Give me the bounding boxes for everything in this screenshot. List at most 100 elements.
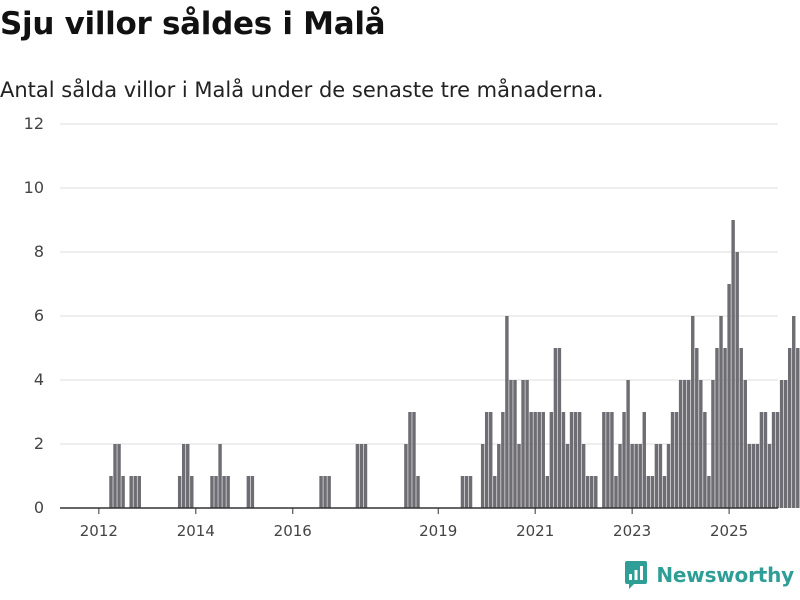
bar [638, 444, 642, 508]
bar [484, 412, 489, 508]
y-tick-label: 8 [34, 242, 44, 261]
x-tick-label: 2016 [274, 522, 312, 540]
bar [646, 476, 651, 508]
bar [501, 412, 505, 508]
bar [545, 476, 550, 508]
bar [779, 380, 784, 508]
bar [541, 412, 545, 508]
bar [626, 380, 630, 508]
bar [634, 444, 638, 508]
bar [590, 476, 594, 508]
bar [359, 444, 364, 508]
bar [707, 476, 711, 508]
y-tick-label: 2 [34, 434, 44, 453]
y-tick-label: 0 [34, 498, 44, 517]
bar [775, 412, 780, 508]
bar [763, 412, 768, 508]
bar [214, 476, 218, 508]
bar [743, 380, 747, 508]
bar [606, 412, 610, 508]
bar [497, 444, 501, 508]
bar [585, 476, 590, 508]
bar [686, 380, 691, 508]
bar [480, 444, 485, 508]
x-tick-label: 2019 [419, 522, 457, 540]
bar [412, 412, 416, 508]
bar [796, 348, 800, 508]
bar [416, 476, 420, 508]
bar [113, 444, 117, 508]
bar [137, 476, 141, 508]
bar [739, 348, 743, 508]
bar [622, 412, 626, 508]
bar [759, 412, 764, 508]
newsworthy-logo-icon [625, 561, 648, 589]
bar [537, 412, 541, 508]
bar [581, 444, 586, 508]
bar [610, 412, 614, 508]
bar [691, 316, 695, 508]
bar [246, 476, 251, 508]
bar [727, 284, 731, 508]
bar [133, 476, 137, 508]
chart-title: Sju villor såldes i Malå [0, 6, 386, 42]
bar [493, 476, 497, 508]
bar [602, 412, 606, 508]
bar [109, 476, 113, 508]
x-tick-label: 2023 [613, 522, 651, 540]
bar [630, 444, 634, 508]
bar [121, 476, 125, 508]
x-tick-label: 2025 [710, 522, 748, 540]
bar [674, 412, 679, 508]
bar [226, 476, 230, 508]
y-tick-label: 6 [34, 306, 44, 325]
bar [404, 444, 408, 508]
bar [573, 412, 578, 508]
bar [723, 348, 727, 508]
bar [755, 444, 760, 508]
bar [731, 220, 735, 508]
bar [521, 380, 525, 508]
brand-logo: Newsworthy [624, 560, 794, 590]
bar [699, 380, 703, 508]
bar [771, 412, 776, 508]
bar [642, 412, 646, 508]
bar [222, 476, 226, 508]
bar [549, 412, 554, 508]
y-tick-label: 10 [24, 178, 44, 197]
bar [186, 444, 190, 508]
chart-subtitle: Antal sålda villor i Malå under de senas… [0, 78, 604, 102]
bar [783, 380, 788, 508]
bar [557, 348, 562, 508]
bar [787, 348, 792, 508]
x-tick-label: 2012 [80, 522, 118, 540]
bar [614, 476, 618, 508]
bar [711, 380, 715, 508]
bar [319, 476, 323, 508]
bar [747, 444, 752, 508]
bar [792, 316, 796, 508]
bar [464, 476, 469, 508]
bar [468, 476, 473, 508]
bar [529, 412, 533, 508]
bar [323, 476, 327, 508]
bar [618, 444, 622, 508]
bar [594, 476, 598, 508]
bar [569, 412, 574, 508]
bar [715, 348, 719, 508]
bar [363, 444, 368, 508]
bar [533, 412, 537, 508]
y-tick-label: 12 [24, 114, 44, 133]
bar [735, 252, 739, 508]
bar [577, 412, 582, 508]
bar [509, 380, 513, 508]
bar [678, 380, 683, 508]
bar [117, 444, 121, 508]
bar [703, 412, 707, 508]
bar [561, 412, 566, 508]
bar [719, 316, 723, 508]
bar [513, 380, 517, 508]
bar [218, 444, 222, 508]
bar [751, 444, 756, 508]
